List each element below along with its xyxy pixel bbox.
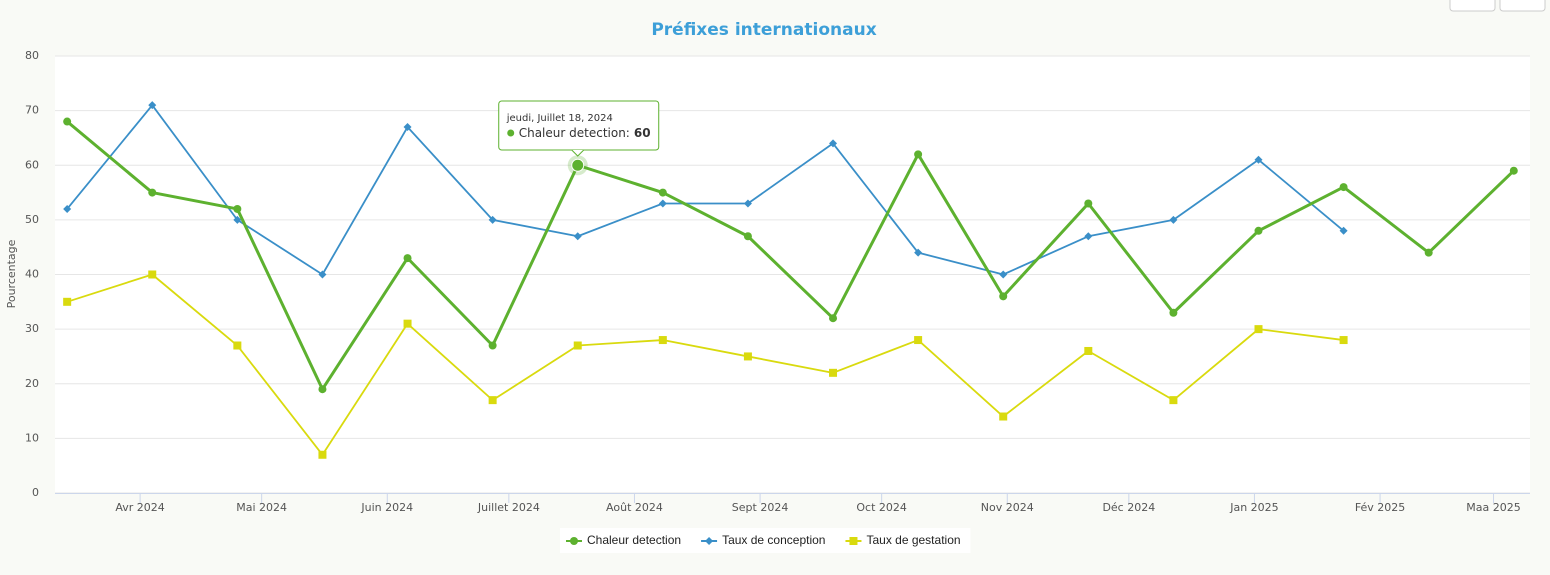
marker <box>488 341 497 350</box>
marker <box>999 412 1008 421</box>
marker <box>1084 346 1093 355</box>
x-tick-label: Août 2024 <box>606 501 663 514</box>
marker <box>63 204 72 213</box>
legend-box <box>560 528 971 553</box>
y-axis-title: Pourcentage <box>5 239 18 308</box>
marker <box>658 188 667 197</box>
marker <box>1254 226 1263 235</box>
series-line <box>66 273 1344 456</box>
y-tick-label: 20 <box>25 377 39 390</box>
marker <box>1169 396 1178 405</box>
marker <box>658 199 667 208</box>
y-tick-label: 80 <box>25 49 39 62</box>
legend: Chaleur detection Taux de conception Taux … <box>560 528 971 553</box>
y-tick-label: 30 <box>25 322 39 335</box>
marker <box>488 215 497 224</box>
marker <box>233 341 242 350</box>
x-tick-label: Déc 2024 <box>1102 501 1155 514</box>
marker <box>1509 166 1518 175</box>
tooltip-header: jeudi, Juillet 18, 2024 <box>506 113 613 124</box>
marker <box>1084 199 1093 208</box>
x-tick-label: Maa 2025 <box>1466 501 1520 514</box>
marker <box>1424 248 1433 257</box>
x-tick-label: Nov 2024 <box>981 501 1034 514</box>
x-tick-label: Sept 2024 <box>732 501 789 514</box>
y-tick-label: 60 <box>25 158 39 171</box>
marker <box>573 341 582 350</box>
marker <box>743 352 752 361</box>
marker <box>1339 226 1348 235</box>
tooltip-label: Chaleur detection: 60 <box>519 126 651 140</box>
marker <box>1339 336 1348 345</box>
marker <box>148 101 157 110</box>
marker <box>403 319 412 328</box>
marker <box>570 537 578 545</box>
y-tick-label: 40 <box>25 268 39 281</box>
marker <box>658 336 667 345</box>
y-tick-label: 0 <box>32 486 39 499</box>
legend-label: Taux de gestation <box>866 533 960 547</box>
tooltip-value: 60 <box>634 126 651 140</box>
marker <box>829 139 838 148</box>
marker <box>999 292 1008 301</box>
series-line <box>66 104 1345 276</box>
marker <box>914 336 923 345</box>
y-tick-label: 50 <box>25 213 39 226</box>
marker <box>914 248 923 257</box>
chart-title: Préfixes internationaux <box>651 20 876 40</box>
marker <box>1084 232 1093 241</box>
marker <box>743 199 752 208</box>
x-tick-label: Oct 2024 <box>856 501 907 514</box>
series-line <box>66 120 1515 391</box>
marker <box>914 150 923 159</box>
export-button[interactable] <box>1449 0 1496 12</box>
marker <box>573 232 582 241</box>
marker <box>743 232 752 241</box>
x-tick-label: Juillet 2024 <box>477 501 540 514</box>
marker <box>829 314 838 323</box>
marker <box>1169 308 1178 317</box>
marker <box>63 117 72 126</box>
marker <box>148 188 157 197</box>
tooltip-series: Chaleur detection: <box>519 126 630 140</box>
x-tick-label: Mai 2024 <box>236 501 287 514</box>
marker <box>318 270 327 279</box>
marker <box>403 254 412 263</box>
legend-label: Taux de conception <box>722 533 825 547</box>
marker <box>1169 215 1178 224</box>
marker <box>571 158 585 172</box>
x-tick-label: Juin 2024 <box>360 501 413 514</box>
marker <box>829 368 838 377</box>
marker <box>318 385 327 394</box>
marker <box>318 450 327 459</box>
legend-label: Chaleur detection <box>587 533 681 547</box>
marker <box>849 537 858 545</box>
tooltip-pointer <box>571 149 585 157</box>
tooltip: jeudi, Juillet 18, 2024 Chaleur detection… <box>498 100 660 157</box>
marker <box>1339 183 1348 192</box>
x-tick-label: Jan 2025 <box>1229 501 1278 514</box>
y-tick-label: 10 <box>25 431 39 444</box>
marker <box>1254 325 1263 334</box>
x-tick-label: Fév 2025 <box>1355 501 1406 514</box>
marker <box>1254 155 1263 164</box>
x-tick-label: Avr 2024 <box>115 501 164 514</box>
marker <box>63 297 72 306</box>
menu-button[interactable] <box>1499 0 1546 12</box>
tooltip-dot <box>507 129 515 137</box>
marker <box>488 396 497 405</box>
marker <box>705 537 714 545</box>
y-tick-label: 70 <box>25 104 39 117</box>
marker <box>403 123 412 132</box>
marker <box>148 270 157 279</box>
marker <box>999 270 1008 279</box>
marker <box>233 215 242 224</box>
marker <box>233 204 242 213</box>
